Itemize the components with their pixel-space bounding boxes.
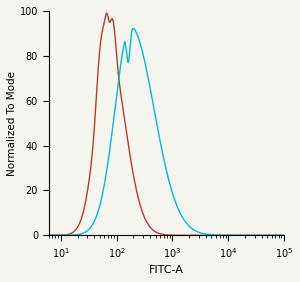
- Y-axis label: Normalized To Mode: Normalized To Mode: [7, 70, 17, 176]
- X-axis label: FITC-A: FITC-A: [149, 265, 184, 275]
